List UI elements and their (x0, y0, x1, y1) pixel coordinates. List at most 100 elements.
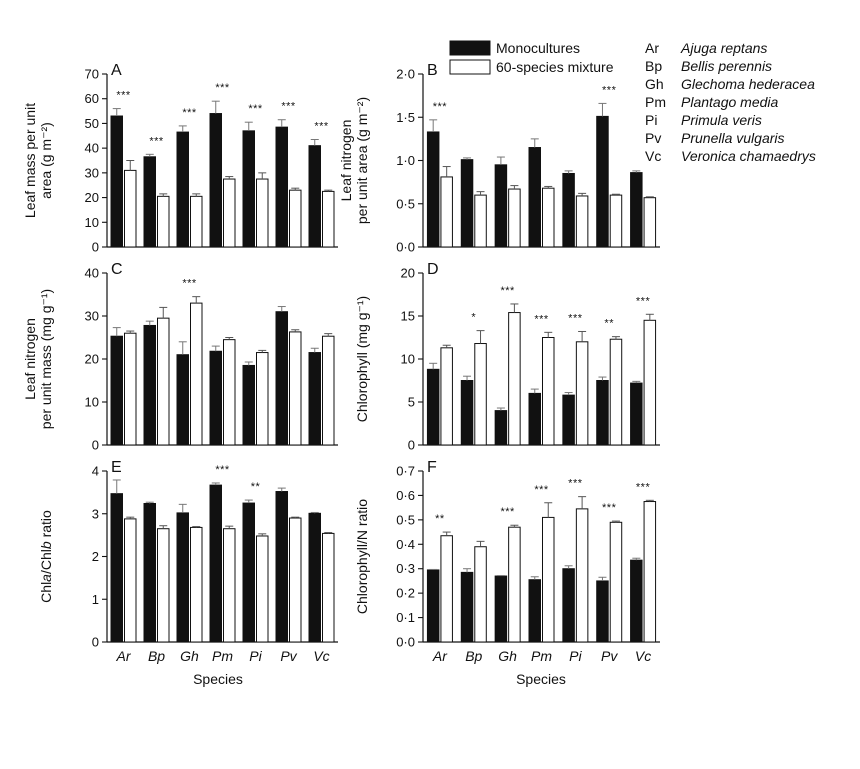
significance-label: *** (182, 107, 197, 119)
category-label-pi: Pi (569, 648, 582, 664)
y-tick-label: 1·0 (396, 153, 415, 168)
bar-monoculture-ar (110, 493, 123, 643)
panel-b: 0·0 0·5 1·0 1·5 2·0 B Leaf nitrogen per unit ar… (338, 62, 660, 255)
bar-monoculture-ar (110, 335, 123, 446)
bar-mixture-pv (609, 521, 623, 643)
y-tick-label: 30 (85, 165, 99, 180)
significance-label: ** (251, 481, 261, 493)
bar-monoculture-bp (460, 380, 474, 446)
y-axis-title: Leaf mass per unit (22, 103, 38, 218)
bar-mixture-pi (575, 508, 589, 643)
species-name-ar: Ajuga reptans (680, 40, 767, 56)
species-abbr-pi: Pi (645, 112, 657, 128)
panel-letter: D (427, 261, 439, 278)
bar-monoculture-pm (209, 350, 222, 446)
bar-mixture-pv (289, 189, 302, 248)
bar-monoculture-pm (528, 392, 541, 446)
y-tick-label: 70 (85, 67, 99, 82)
bar-monoculture-pm (209, 484, 222, 643)
panel-a: 0 10 20 30 40 50 60 70 A Leaf mass per unit area (… (22, 62, 338, 255)
species-abbr-bp: Bp (645, 58, 662, 74)
bar-mixture-gh (190, 195, 203, 248)
bar-monoculture-pv (275, 126, 288, 248)
bar-monoculture-vc (308, 145, 321, 248)
bar-monoculture-ar (426, 569, 440, 643)
y-tick-label: 0·1 (396, 610, 415, 625)
category-label-bp: Bp (148, 648, 165, 664)
bar-mixture-pi (575, 195, 589, 248)
category-label-vc: Vc (635, 648, 651, 664)
y-tick-label: 40 (85, 141, 99, 156)
bar-monoculture-vc (308, 512, 321, 643)
y-tick-label: 2 (92, 549, 99, 564)
bar-mixture-ar (440, 535, 453, 643)
y-tick-label: 0·6 (396, 488, 415, 503)
bar-monoculture-pv (275, 491, 288, 643)
bar-mixture-vc (643, 501, 657, 643)
y-axis-title: area (g m⁻²) (38, 122, 54, 199)
y-axis-title: per unit mass (mg g⁻¹) (38, 289, 54, 429)
bar-mixture-pi (256, 178, 269, 248)
species-name-gh: Glechoma hederacea (681, 76, 815, 92)
category-label-gh: Gh (498, 648, 517, 664)
y-tick-label: 0·7 (396, 464, 415, 479)
bar-mixture-pi (256, 352, 269, 446)
significance-label: *** (534, 484, 549, 496)
bar-monoculture-pi (562, 568, 575, 643)
species-name-vc: Veronica chamaedrys (681, 148, 816, 164)
bar-monoculture-vc (630, 172, 643, 248)
panel-e: 0 1 2 3 4 E Chla/Chlb ratio Ar Bp Gh *** Pm ** Pi Pv Vc (38, 459, 338, 664)
bar-mixture-gh (508, 312, 521, 446)
y-tick-label: 4 (92, 464, 99, 479)
bar-mixture-ar (440, 176, 453, 248)
bar-monoculture-bp (143, 502, 156, 643)
significance-label: *** (314, 120, 329, 132)
species-key: Ar Ajuga reptans Bp Bellis perennis Gh Glecho… (645, 40, 816, 164)
legend-label-mixture: 60-species mixture (496, 59, 614, 75)
significance-label: *** (248, 103, 263, 115)
category-label-vc: Vc (313, 648, 329, 664)
bar-mixture-pv (609, 194, 623, 248)
bar-mixture-pm (542, 337, 555, 446)
significance-label: *** (602, 502, 617, 514)
bar-monoculture-gh (494, 575, 508, 643)
category-label-pv: Pv (280, 648, 297, 664)
bar-monoculture-pi (242, 130, 255, 248)
y-tick-label: 0·3 (396, 561, 415, 576)
series-legend: Monocultures 60-species mixture (449, 40, 614, 75)
bar-monoculture-gh (494, 410, 508, 446)
y-tick-label: 20 (85, 352, 99, 367)
bar-mixture-vc (322, 190, 335, 248)
y-tick-label: 10 (401, 352, 415, 367)
bar-monoculture-gh (176, 354, 189, 446)
y-tick-label: 10 (85, 215, 99, 230)
y-tick-label: 10 (85, 395, 99, 410)
significance-label: *** (534, 313, 549, 325)
panel-letter: A (111, 62, 122, 79)
y-tick-label: 0·2 (396, 586, 415, 601)
species-abbr-pm: Pm (645, 94, 666, 110)
bar-mixture-pv (609, 338, 623, 446)
species-name-pm: Plantago media (681, 94, 779, 110)
bar-mixture-vc (322, 335, 335, 446)
y-tick-label: 0·0 (396, 240, 415, 255)
y-tick-label: 0·5 (396, 512, 415, 527)
bar-monoculture-bp (460, 571, 474, 643)
bar-mixture-pm (223, 528, 236, 643)
bar-mixture-bp (157, 317, 170, 446)
category-label-pm: Pm (212, 648, 233, 664)
y-tick-label: 60 (85, 91, 99, 106)
bar-mixture-bp (474, 343, 487, 446)
species-abbr-ar: Ar (645, 40, 659, 56)
bar-mixture-vc (322, 532, 335, 643)
bar-mixture-pv (289, 517, 302, 643)
significance-label: *** (215, 464, 230, 476)
y-tick-label: 5 (408, 395, 415, 410)
y-tick-label: 20 (401, 266, 415, 281)
bar-mixture-pm (542, 516, 555, 643)
significance-label: ** (604, 318, 614, 330)
y-axis-title: Chla/Chlb ratio (38, 510, 54, 603)
